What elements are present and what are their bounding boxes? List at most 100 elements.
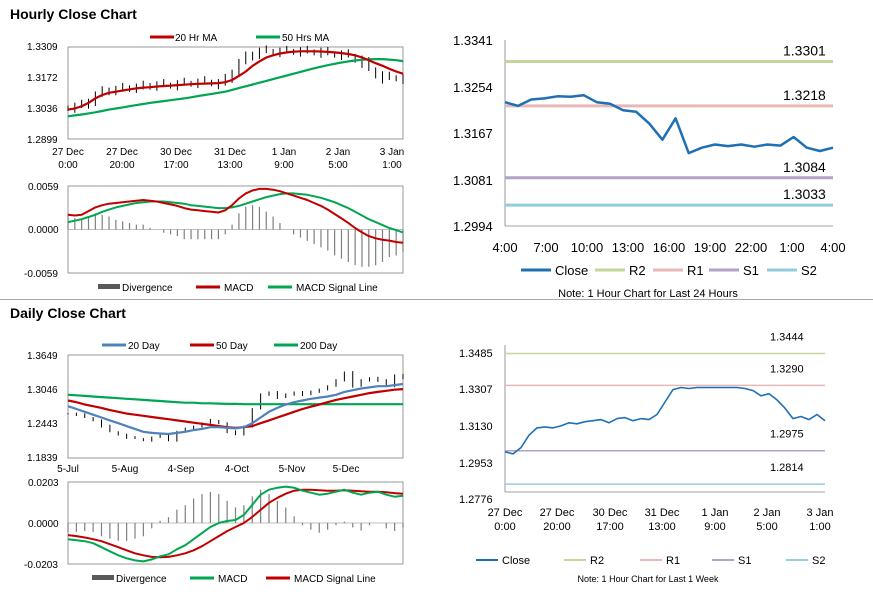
legend-label-r1: R1 <box>666 555 680 567</box>
plot-frame <box>67 46 404 140</box>
level-label-s1: 1.2975 <box>770 429 804 441</box>
x-tick-label: 4:00 <box>820 240 845 255</box>
x-tick-label: 9:00 <box>704 521 725 533</box>
x-tick-label: 31 Dec <box>214 147 246 158</box>
legend-label-r2: R2 <box>629 263 646 278</box>
legend-swatch-divergence <box>98 284 120 289</box>
y-ticks: 0.0203 0.0000 -0.0203 <box>24 478 59 571</box>
x-tick-label: 13:00 <box>648 521 676 533</box>
legend: Divergence MACD MACD Signal Line <box>92 574 376 585</box>
signal-line <box>67 192 404 234</box>
x-tick-label: 5-Jul <box>57 464 79 475</box>
x-ticks: 5-Jul 5-Aug 4-Sep 4-Oct 5-Nov 5-Dec <box>57 464 359 475</box>
x-tick-label: 2 Jan <box>326 147 350 158</box>
legend: 20 Day 50 Day 200 Day <box>102 341 337 352</box>
y-tick-label: 1.2443 <box>27 419 58 430</box>
x-tick-label: 13:00 <box>217 160 242 171</box>
y-tick-label: 0.0059 <box>28 182 59 193</box>
chart-note: Note: 1 Hour Chart for Last 1 Week <box>578 574 719 584</box>
daily-section-title: Daily Close Chart <box>10 305 126 321</box>
y-tick-label: 1.3081 <box>453 173 493 188</box>
level-label-s2: 1.3033 <box>783 186 826 202</box>
close-line <box>504 93 834 155</box>
x-tick-label: 9:00 <box>274 160 294 171</box>
y-tick-label: 1.1839 <box>27 453 58 464</box>
x-tick-label: 22:00 <box>735 240 768 255</box>
y-tick-label: 1.2776 <box>459 494 493 506</box>
x-tick-label: 13:00 <box>612 240 645 255</box>
x-tick-label: 5-Nov <box>279 464 306 475</box>
legend-label-divergence: Divergence <box>122 283 173 294</box>
y-tick-label: 1.3172 <box>27 73 58 84</box>
y-ticks: 0.0059 0.0000 -0.0059 <box>24 182 59 280</box>
section-divider <box>0 299 873 300</box>
x-tick-label: 19:00 <box>694 240 727 255</box>
y-ticks: 1.3341 1.3254 1.3167 1.3081 1.2994 <box>453 33 493 234</box>
x-tick-label: 20:00 <box>543 521 571 533</box>
legend-label-s1: S1 <box>743 263 759 278</box>
x-tick-label: 27 Dec <box>106 147 138 158</box>
y-tick-label: 0.0203 <box>28 478 59 489</box>
macd-line <box>67 485 404 563</box>
x-tick-label: 17:00 <box>163 160 188 171</box>
level-label-s2: 1.2814 <box>770 462 804 474</box>
y-tick-label: 0.0000 <box>28 519 59 530</box>
x-tick-label: 20:00 <box>109 160 134 171</box>
x-tick-label: 30 Dec <box>593 507 628 519</box>
x-tick-label: 27 Dec <box>488 507 523 519</box>
x-ticks: 27 Dec 0:00 27 Dec 20:00 30 Dec 17:00 31… <box>52 147 404 171</box>
legend-label-close: Close <box>555 263 588 278</box>
x-tick-label: 10:00 <box>571 240 604 255</box>
y-tick-label: 1.3167 <box>453 126 493 141</box>
legend-label-s1: S1 <box>738 555 751 567</box>
x-tick-label: 16:00 <box>653 240 686 255</box>
series-layer <box>67 187 404 267</box>
y-ticks: 1.3309 1.3172 1.3036 1.2899 <box>27 42 58 146</box>
x-tick-label: 1:00 <box>779 240 804 255</box>
series-layer <box>67 485 404 563</box>
y-tick-label: 1.3036 <box>27 104 58 115</box>
x-tick-label: 4-Oct <box>225 464 250 475</box>
y-tick-label: 1.3309 <box>27 42 58 53</box>
series-layer <box>67 371 404 442</box>
legend-label-signal: MACD Signal Line <box>296 283 378 294</box>
series-layer <box>67 45 404 118</box>
legend-label-divergence: Divergence <box>116 574 167 585</box>
x-tick-label: 0:00 <box>494 521 515 533</box>
x-tick-label: 27 Dec <box>52 147 84 158</box>
chart-note: Note: 1 Hour Chart for Last 24 Hours <box>558 288 738 300</box>
series-layer: 1.3301 1.3218 1.3084 1.3033 <box>504 42 834 207</box>
x-tick-label: 4:00 <box>492 240 517 255</box>
level-label-r1: 1.3290 <box>770 363 804 375</box>
y-ticks: 1.3485 1.3307 1.3130 1.2953 1.2776 <box>459 348 493 506</box>
x-tick-label: 3 Jan <box>380 147 404 158</box>
level-label-r1: 1.3218 <box>783 87 826 103</box>
x-tick-label: 27 Dec <box>540 507 575 519</box>
x-tick-label: 31 Dec <box>645 507 680 519</box>
legend: Divergence MACD MACD Signal Line <box>98 283 378 294</box>
legend-label-signal: MACD Signal Line <box>294 574 376 585</box>
legend-label-close: Close <box>502 555 530 567</box>
close-line <box>504 386 826 455</box>
x-tick-label: 2 Jan <box>754 507 781 519</box>
x-tick-label: 1:00 <box>809 521 830 533</box>
legend-label-50day: 50 Day <box>216 341 248 352</box>
x-tick-label: 5-Dec <box>333 464 360 475</box>
x-tick-label: 5:00 <box>756 521 777 533</box>
y-tick-label: 1.3254 <box>453 80 493 95</box>
legend-label-s2: S2 <box>801 263 817 278</box>
x-tick-label: 0:00 <box>58 160 78 171</box>
y-tick-label: 1.2899 <box>27 135 58 146</box>
x-tick-label: 3 Jan <box>807 507 834 519</box>
legend-label-r1: R1 <box>687 263 704 278</box>
y-tick-label: 1.3046 <box>27 385 58 396</box>
x-tick-label: 1:00 <box>382 160 402 171</box>
legend-label-r2: R2 <box>590 555 604 567</box>
y-tick-label: -0.0203 <box>24 560 58 571</box>
series-layer: 1.3444 1.3290 1.2975 1.2814 <box>504 332 826 485</box>
legend: Close R2 R1 S1 S2 <box>521 263 817 278</box>
